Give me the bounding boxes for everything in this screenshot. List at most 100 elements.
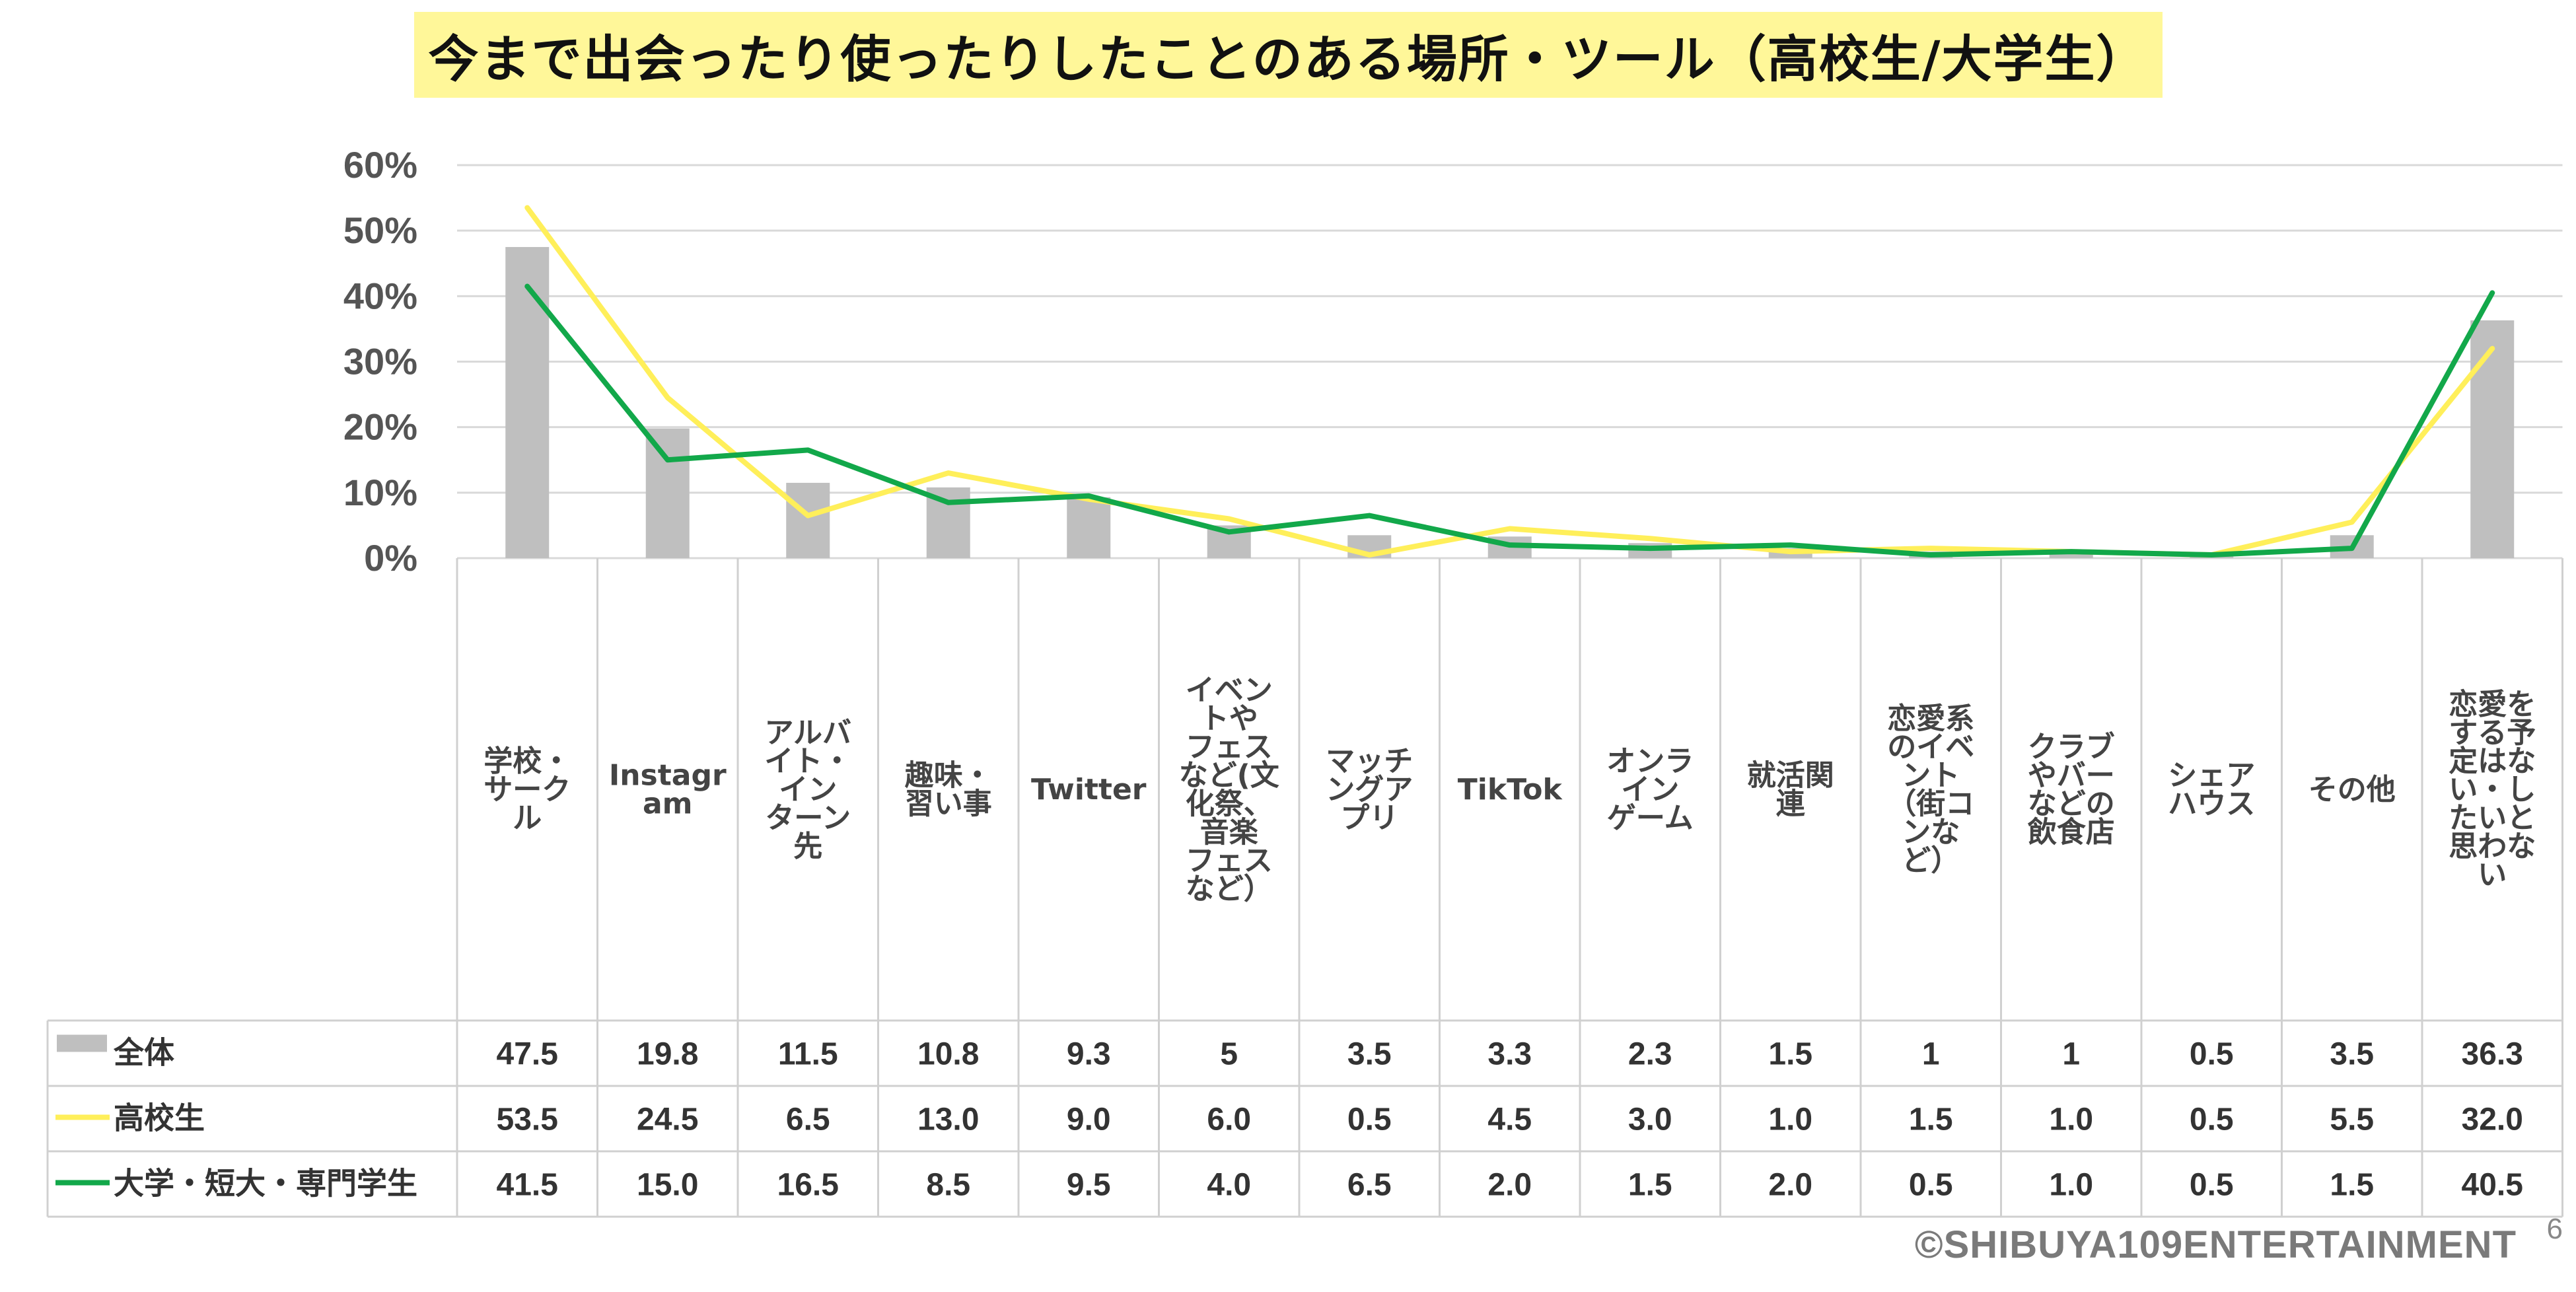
data-label: 9.3 (1067, 1037, 1111, 1072)
category-label: イン (1621, 773, 1679, 807)
category-label: やバー (2028, 759, 2115, 793)
data-label: 2.0 (1768, 1168, 1812, 1203)
chart-title: 今まで出会ったり使ったりしたことのある場所・ツール（高校生/大学生） (413, 12, 2163, 98)
y-tick-label: 20% (343, 406, 417, 448)
category-label: 学校・ (483, 744, 571, 778)
data-label: 1.5 (2330, 1168, 2374, 1203)
category-label: 習い事 (905, 787, 992, 821)
category-label: する予 (2449, 716, 2536, 750)
data-label: 3.5 (2330, 1037, 2374, 1072)
category-label: ハウス (2168, 787, 2255, 821)
category-label: am (643, 787, 693, 821)
data-label: 9.5 (1067, 1168, 1111, 1203)
bar (1067, 497, 1111, 558)
category-label: ングア (1326, 773, 1413, 807)
legend-label: 大学・短大・専門学生 (114, 1166, 417, 1202)
category-label: その他 (2308, 773, 2396, 807)
data-label: 13.0 (917, 1102, 979, 1137)
data-label: 1.0 (2049, 1102, 2093, 1137)
data-label: 1.5 (1909, 1102, 1953, 1137)
data-label: 4.5 (1487, 1102, 1532, 1137)
data-label: 5.5 (2330, 1102, 2374, 1137)
data-label: 0.5 (1347, 1102, 1392, 1137)
bar (786, 482, 830, 558)
bar (2470, 320, 2515, 558)
category-label: シェア (2168, 759, 2255, 793)
y-tick-label: 40% (343, 275, 417, 316)
data-label: 1 (2062, 1037, 2080, 1072)
data-label: 5 (1220, 1037, 1238, 1072)
legend-label: 全体 (113, 1035, 174, 1071)
category-label: ンな (1902, 816, 1960, 849)
category-label: プリ (1340, 801, 1398, 835)
data-label: 36.3 (2462, 1037, 2523, 1072)
data-label: 41.5 (497, 1168, 558, 1203)
category-label: アルバ (764, 716, 851, 750)
category-label: ル (513, 801, 542, 835)
data-label: 24.5 (637, 1102, 698, 1137)
category-label: 音楽 (1200, 816, 1258, 849)
category-label: サーク (483, 773, 571, 807)
category-label: など） (1186, 873, 1273, 906)
data-label: 4.0 (1207, 1168, 1251, 1203)
category-label: 化祭、 (1186, 787, 1273, 821)
copyright-text: ©SHIBUYA109ENTERTAINMENT (1914, 1223, 2517, 1266)
category-label: のイベ (1887, 731, 1974, 764)
category-label: オンラ (1606, 744, 1694, 778)
category-label: イベン (1186, 674, 1273, 707)
category-label: イト・ (764, 744, 851, 778)
legend-label: 高校生 (114, 1100, 205, 1136)
data-label: 0.5 (2190, 1102, 2234, 1137)
data-label: 47.5 (497, 1037, 558, 1072)
category-label: （街コ (1887, 787, 1974, 821)
page-number: 6 (2546, 1213, 2563, 1245)
category-label: ど） (1902, 844, 1960, 878)
category-label: など(文 (1179, 759, 1279, 793)
bar (2049, 552, 2093, 558)
data-label: 6.5 (786, 1102, 830, 1137)
y-tick-label: 60% (343, 144, 417, 186)
data-label: 1 (1922, 1037, 1940, 1072)
category-label: Twitter (1031, 773, 1147, 807)
data-label: 0.5 (1909, 1168, 1953, 1203)
category-label: フェス (1186, 731, 1273, 764)
category-label: たいと (2449, 801, 2536, 835)
data-label: 6.0 (1207, 1102, 1251, 1137)
category-label: ターン (765, 801, 851, 835)
legend-key-bar (57, 1034, 107, 1052)
category-label: ント (1902, 759, 1960, 793)
category-label: 思わな (2449, 830, 2536, 863)
bar (645, 428, 690, 558)
data-label: 2.3 (1628, 1037, 1672, 1072)
line-series (524, 205, 2495, 558)
category-label: マッチ (1326, 744, 1413, 778)
data-label: 0.5 (2190, 1037, 2234, 1072)
gridlines (457, 164, 2563, 559)
series-line-2 (524, 283, 2495, 558)
category-label: フェス (1186, 844, 1273, 878)
category-label: い (2478, 858, 2507, 892)
y-axis: 0% 10% 20% 30% 40% 50% 60% (343, 144, 417, 579)
category-label: 就活関 (1747, 759, 1834, 793)
chart-title-wrap: 今まで出会ったり使ったりしたことのある場所・ツール（高校生/大学生） (0, 12, 2576, 98)
data-label: 3.3 (1487, 1037, 1532, 1072)
data-label: 8.5 (926, 1168, 970, 1203)
category-label: 定はな (2449, 744, 2536, 778)
y-tick-label: 30% (343, 341, 417, 382)
data-label: 1.5 (1768, 1037, 1812, 1072)
category-label: 恋愛系 (1887, 702, 1974, 736)
data-label: 19.8 (637, 1037, 698, 1072)
data-label: 2.0 (1487, 1168, 1532, 1203)
category-label: クラブ (2028, 731, 2115, 764)
data-label: 3.0 (1628, 1102, 1672, 1137)
category-label: などの (2028, 787, 2115, 821)
category-label: 連 (1776, 787, 1806, 821)
data-label: 6.5 (1347, 1168, 1392, 1203)
y-tick-label: 50% (343, 209, 417, 251)
category-label: 趣味・ (905, 759, 992, 793)
data-label: 3.5 (1347, 1037, 1392, 1072)
data-label: 9.0 (1067, 1102, 1111, 1137)
data-label: 40.5 (2462, 1168, 2523, 1203)
